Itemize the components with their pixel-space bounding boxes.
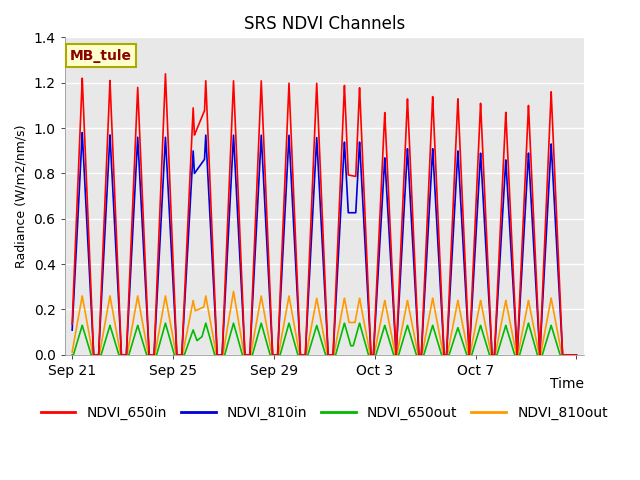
- Legend: NDVI_650in, NDVI_810in, NDVI_650out, NDVI_810out: NDVI_650in, NDVI_810in, NDVI_650out, NDV…: [35, 400, 613, 425]
- Title: SRS NDVI Channels: SRS NDVI Channels: [244, 15, 405, 33]
- Y-axis label: Radiance (W/m2/nm/s): Radiance (W/m2/nm/s): [15, 124, 28, 268]
- Text: MB_tule: MB_tule: [70, 48, 132, 62]
- X-axis label: Time: Time: [550, 377, 584, 391]
